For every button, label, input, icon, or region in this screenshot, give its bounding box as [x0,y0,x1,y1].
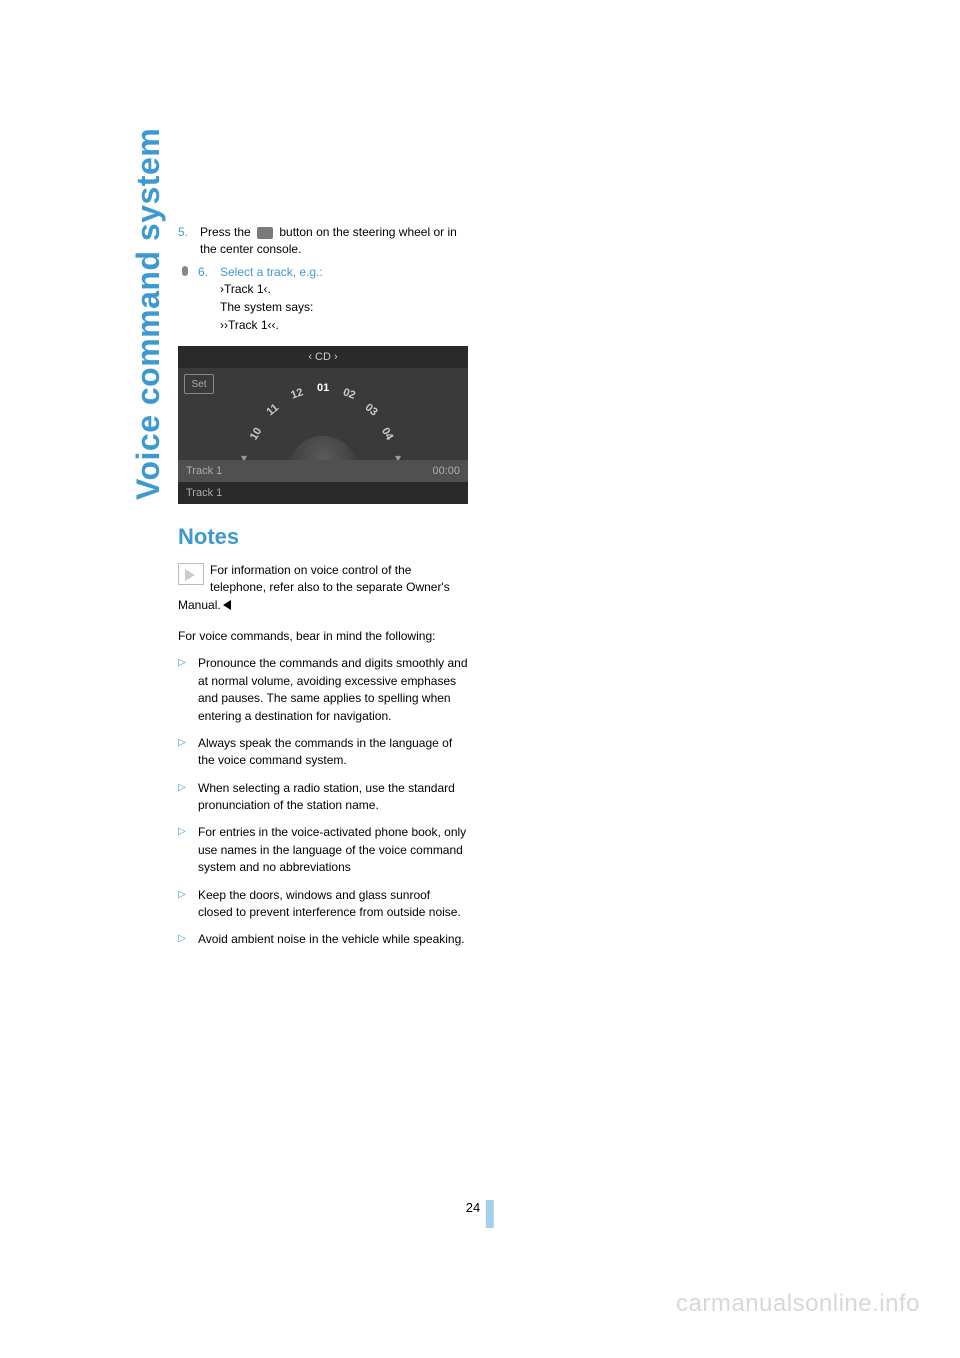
track-status-left: Track 1 [186,460,222,482]
step-6-line1: Select a track, e.g.: [220,264,468,281]
bullet-marker-icon: ▷ [178,887,198,922]
step-6-line4: ››Track 1‹‹. [220,317,468,334]
step-6-line2: ›Track 1‹. [220,281,468,298]
step-number-5: 5. [178,224,200,258]
cd-header: ‹ CD › [178,346,468,368]
watermark: carmanualsonline.info [676,1290,920,1318]
bullet-text: Avoid ambient noise in the vehicle while… [198,931,465,948]
list-item: ▷ Avoid ambient noise in the vehicle whi… [178,931,468,948]
set-button: Set [184,374,214,394]
list-item: ▷ Pronounce the commands and digits smoo… [178,655,468,725]
track-status-bar: Track 1 00:00 [178,460,468,482]
info-block: For information on voice control of the … [178,562,468,614]
side-title: Voice command system [130,128,167,500]
dial-01: 01 [317,382,329,394]
bullet-text: Keep the doors, windows and glass sunroo… [198,887,468,922]
bullet-marker-icon: ▷ [178,931,198,948]
step-5: 5. Press the button on the steering whee… [178,224,468,258]
dial-02: 02 [341,386,357,401]
list-item: ▷ For entries in the voice-activated pho… [178,824,468,876]
notes-bullet-list: ▷ Pronounce the commands and digits smoo… [178,655,468,948]
bullet-text: Always speak the commands in the languag… [198,735,468,770]
dial-10: 10 [248,425,265,442]
bullet-marker-icon: ▷ [178,655,198,725]
dial-04: 04 [379,425,396,442]
page-indicator-bar [486,1200,494,1228]
bullet-marker-icon: ▷ [178,780,198,815]
bullet-text: When selecting a radio station, use the … [198,780,468,815]
bullet-text: For entries in the voice-activated phone… [198,824,468,876]
list-item: ▷ Keep the doors, windows and glass sunr… [178,887,468,922]
dial-12: 12 [289,386,305,401]
step-number-6: 6. [198,264,220,334]
bullet-text: Pronounce the commands and digits smooth… [198,655,468,725]
step-6-line3: The system says: [220,299,468,316]
end-marker-icon [223,600,231,610]
microphone-icon [178,264,192,280]
step-5-before: Press the [200,225,254,239]
info-text: For information on voice control of the … [178,563,450,612]
list-item: ▷ When selecting a radio station, use th… [178,780,468,815]
step-6-content: Select a track, e.g.: ›Track 1‹. The sys… [220,264,468,334]
intro-paragraph: For voice commands, bear in mind the fol… [178,628,468,645]
page-number: 24 [466,1200,480,1215]
dial-03: 03 [363,401,380,418]
step-6: 6. Select a track, e.g.: ›Track 1‹. The … [178,264,468,334]
dial-11: 11 [265,401,282,418]
cd-display-screenshot: ‹ CD › Set ▾ 10 11 12 01 02 03 04 ▾ Trac… [178,346,468,504]
page-number-block: 24 [466,1200,494,1228]
bullet-marker-icon: ▷ [178,824,198,876]
notes-heading: Notes [178,524,468,550]
step-5-text: Press the button on the steering wheel o… [200,224,468,258]
list-item: ▷ Always speak the commands in the langu… [178,735,468,770]
track-footer: Track 1 [178,482,468,504]
voice-button-icon [257,227,273,239]
info-triangle-icon [178,563,204,585]
track-status-right: 00:00 [432,460,460,482]
main-content: 5. Press the button on the steering whee… [178,224,468,959]
bullet-marker-icon: ▷ [178,735,198,770]
